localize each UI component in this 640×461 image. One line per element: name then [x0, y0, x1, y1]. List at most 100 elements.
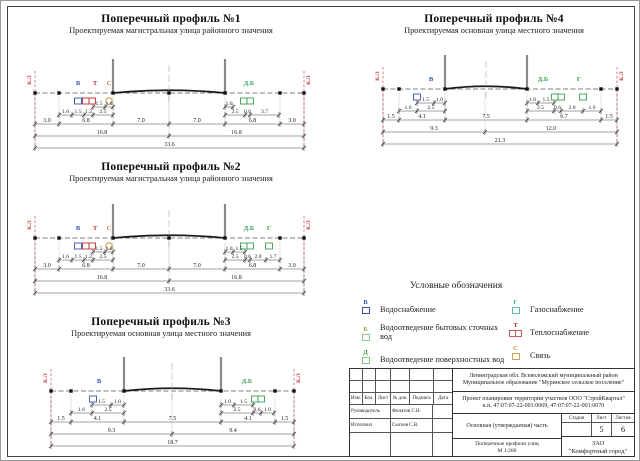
- svg-text:4.1: 4.1: [94, 416, 102, 422]
- ground-line: [33, 204, 306, 248]
- red-line-label: К.Л: [375, 71, 381, 80]
- svg-text:6.8: 6.8: [82, 263, 90, 269]
- svg-text:1.2: 1.2: [85, 254, 92, 260]
- svg-text:18.7: 18.7: [167, 440, 178, 446]
- col-list: Лист: [376, 393, 391, 404]
- profile-2-title: Поперечный профиль №2: [101, 161, 241, 173]
- svg-text:3.0: 3.0: [43, 263, 51, 269]
- svg-text:9.3: 9.3: [430, 126, 438, 132]
- project-line1: Проект планировки территории участков ОО…: [462, 396, 625, 402]
- svg-text:16.8: 16.8: [231, 275, 242, 281]
- legend-letter: С: [513, 345, 518, 352]
- svg-text:2.5: 2.5: [105, 407, 112, 413]
- red-line-label: К.Л: [306, 220, 312, 229]
- project-cell: Проект планировки территории участков ОО…: [453, 392, 634, 414]
- col-podpis: Подпись: [410, 393, 434, 404]
- legend-label: Водоснабжение: [380, 305, 436, 314]
- svg-text:1.0: 1.0: [436, 97, 443, 103]
- svg-text:33.6: 33.6: [164, 142, 175, 148]
- svg-text:1.5: 1.5: [98, 399, 105, 405]
- svg-text:1.6: 1.6: [62, 109, 69, 115]
- region-line2: Муниципальное образование "Муринское сел…: [462, 380, 625, 386]
- legend-letter: Т: [513, 322, 518, 329]
- legend-label: Теплоснабжение: [530, 328, 590, 337]
- svg-text:9.4: 9.4: [229, 428, 237, 434]
- title-block: Изм. Кол. Лист № док. Подпись Дата Руков…: [349, 368, 635, 457]
- dimension-chains: 1.5 1.01.6 2.51.0 1.52.5 0.6 2.0 1.61.5 4.1 7.5 6…: [380, 97, 620, 147]
- svg-text:1.5: 1.5: [543, 97, 550, 103]
- profile-3-subtitle: Проектируемая основная улица местного зн…: [71, 329, 251, 338]
- stage-sheet-header: Стадия Лист Листов: [562, 414, 634, 423]
- utility-letters: В Д.Б Г: [429, 76, 581, 83]
- doc-scale: М 1:200: [497, 447, 517, 454]
- legend-letter: Д: [363, 349, 368, 356]
- legend-square-icon: В: [358, 299, 373, 314]
- svg-text:2.0: 2.0: [255, 254, 262, 260]
- svg-text:2.5: 2.5: [100, 109, 107, 115]
- svg-text:1.5: 1.5: [240, 399, 247, 405]
- svg-text:2.5: 2.5: [428, 105, 435, 111]
- svg-text:1.0: 1.0: [226, 246, 233, 252]
- sheet-label: Лист: [592, 414, 612, 422]
- svg-text:1.6: 1.6: [78, 407, 85, 413]
- svg-text:1.5: 1.5: [387, 114, 395, 120]
- svg-text:3.7: 3.7: [261, 109, 268, 115]
- svg-text:В: В: [97, 378, 102, 385]
- sheets-label: Листов: [615, 415, 631, 421]
- profile-4-title: Поперечный профиль №4: [424, 13, 564, 25]
- svg-text:1.0: 1.0: [114, 399, 121, 405]
- svg-text:2.5: 2.5: [537, 105, 544, 111]
- svg-text:1.5: 1.5: [281, 416, 289, 422]
- svg-text:Г: Г: [577, 76, 581, 83]
- svg-text:7.0: 7.0: [193, 263, 201, 269]
- svg-text:7.5: 7.5: [169, 416, 177, 422]
- svg-text:16.8: 16.8: [97, 130, 108, 136]
- ground-line: [49, 357, 296, 401]
- red-line-label: К.Л: [43, 373, 49, 382]
- doc-title: Поперечные профили улиц: [475, 441, 539, 447]
- legend-label: Водоотведение бытовых сточных вод: [380, 323, 499, 341]
- svg-text:16.8: 16.8: [231, 130, 242, 136]
- svg-text:6.8: 6.8: [249, 263, 257, 269]
- red-line-label: К.Л: [306, 75, 312, 84]
- col-izm: Изм.: [350, 393, 363, 404]
- svg-text:1.5: 1.5: [236, 246, 243, 252]
- utility-symbols: [74, 242, 273, 250]
- svg-text:1.2: 1.2: [85, 109, 92, 115]
- region-line1: Ленинградская обл. Всеволожский муниципа…: [469, 373, 618, 379]
- svg-text:7.0: 7.0: [137, 118, 145, 124]
- legend-square-icon: Г: [508, 299, 523, 314]
- utility-symbols: [89, 395, 265, 403]
- svg-text:4.1: 4.1: [418, 114, 426, 120]
- legend-letter: В: [363, 299, 368, 306]
- svg-text:0.6: 0.6: [554, 105, 561, 111]
- svg-text:Д.Б: Д.Б: [242, 378, 252, 385]
- col-kol: Кол.: [363, 393, 376, 404]
- svg-text:7.0: 7.0: [137, 263, 145, 269]
- svg-text:2.0: 2.0: [569, 105, 576, 111]
- svg-text:3.0: 3.0: [43, 118, 51, 124]
- svg-text:В: В: [429, 76, 434, 83]
- red-line-label: К.Л: [27, 220, 33, 229]
- profile-3-title: Поперечный профиль №3: [91, 316, 231, 328]
- svg-text:12.0: 12.0: [546, 126, 557, 132]
- red-line-label: К.Л: [619, 71, 625, 80]
- svg-text:1.0: 1.0: [529, 97, 536, 103]
- svg-text:1.6: 1.6: [405, 105, 412, 111]
- stage-label: Стадия: [562, 414, 592, 422]
- utility-symbols: [74, 97, 254, 105]
- legend-label: Газоснабжение: [530, 305, 584, 314]
- legend-double-square-icon: Т: [508, 322, 523, 337]
- part-cell: Основная (утверждаемая) часть: [453, 414, 561, 439]
- svg-text:4.1: 4.1: [244, 416, 252, 422]
- svg-text:1.5: 1.5: [96, 246, 103, 252]
- svg-text:6.8: 6.8: [82, 118, 90, 124]
- profile-2-header: Поперечный профиль №2 Проектируемая маги…: [21, 161, 321, 183]
- svg-text:1.5: 1.5: [422, 97, 429, 103]
- ground-line: [33, 59, 306, 103]
- doc-title-cell: Поперечные профили улиц М 1:200: [453, 439, 561, 456]
- legend-title: Условные обозначения: [409, 281, 503, 291]
- project-line2: к.н. 47:07:07-22-001:0069, 47:07:07-22-0…: [482, 403, 605, 409]
- profile-1-drawing: К.Л К.ЛВ Т С Д.Б1.5 1.01.6 1.5 1.2 2.51.02.5 0.6 3…: [27, 59, 312, 151]
